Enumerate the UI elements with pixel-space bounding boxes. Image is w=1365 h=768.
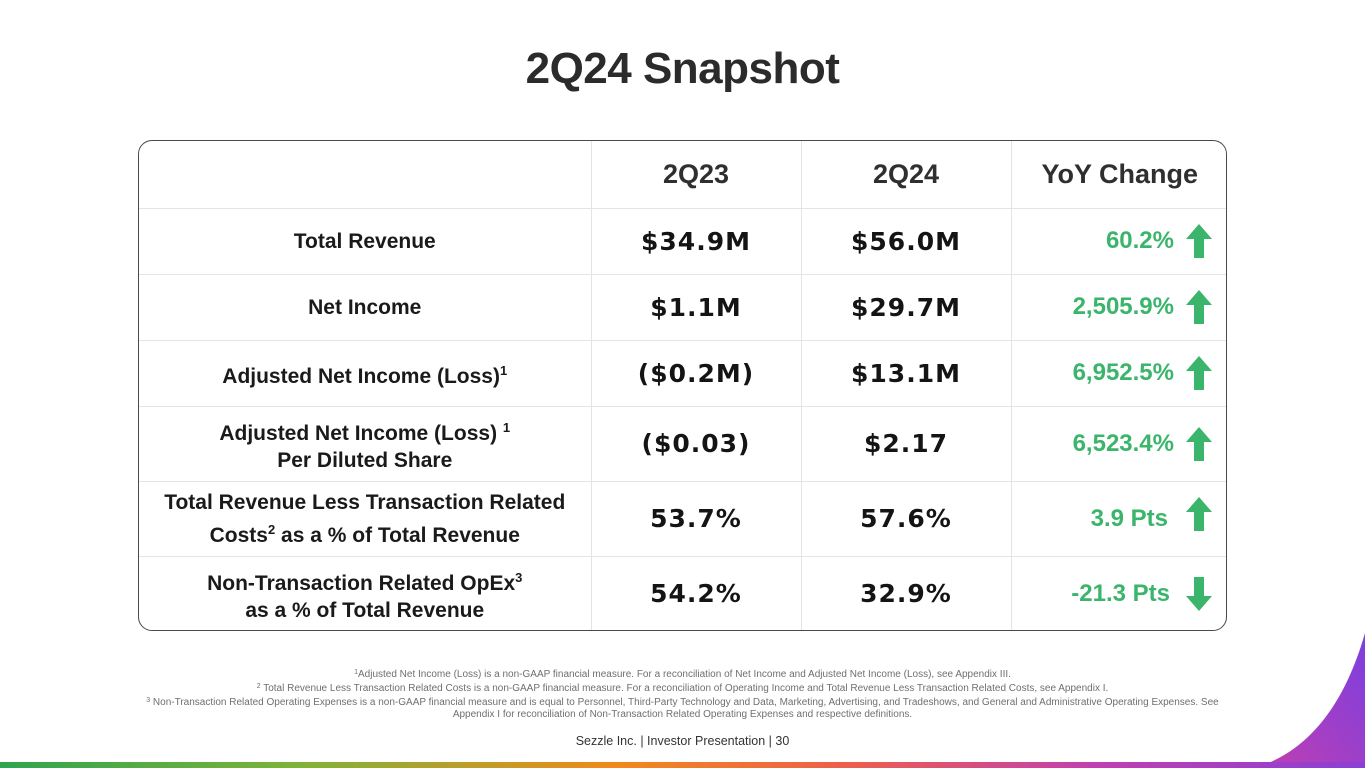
brand-gradient-bar bbox=[0, 762, 1365, 768]
table-row: Adjusted Net Income (Loss) 1 Per Diluted … bbox=[139, 406, 1226, 482]
cell-2q23: ($0.2M) bbox=[591, 340, 802, 407]
table-row: Net Income $1.1M $29.7M 2,505.9% bbox=[139, 274, 1226, 341]
table-row: Non-Transaction Related OpEx3 as a % of T… bbox=[139, 556, 1226, 630]
header-2q24: 2Q24 bbox=[801, 141, 1012, 209]
cell-2q24: $2.17 bbox=[801, 406, 1012, 482]
cell-2q24: 32.9% bbox=[801, 556, 1012, 630]
row-label: Adjusted Net Income (Loss) 1 Per Diluted … bbox=[139, 406, 592, 482]
table-row: Total Revenue $34.9M $56.0M 60.2% bbox=[139, 208, 1226, 275]
cell-2q23: 54.2% bbox=[591, 556, 802, 630]
arrow-up-icon bbox=[1186, 224, 1212, 258]
cell-yoy-change: 3.9 Pts bbox=[1011, 481, 1226, 557]
row-label: Adjusted Net Income (Loss)1 bbox=[139, 340, 592, 407]
cell-2q23: $1.1M bbox=[591, 274, 802, 341]
arrow-up-icon bbox=[1186, 497, 1212, 532]
footnote: 1Adjusted Net Income (Loss) is a non-GAA… bbox=[354, 669, 1011, 680]
cell-2q24: $29.7M bbox=[801, 274, 1012, 341]
page-title: 2Q24 Snapshot bbox=[525, 44, 840, 93]
header-2q23: 2Q23 bbox=[591, 141, 802, 209]
change-value: 3.9 Pts bbox=[1090, 504, 1168, 532]
change-value: 2,505.9% bbox=[1072, 293, 1174, 320]
cell-yoy-change: 6,952.5% bbox=[1011, 340, 1226, 407]
header-metric bbox=[139, 141, 592, 209]
cell-yoy-change: 60.2% bbox=[1011, 208, 1226, 275]
arrow-down-icon bbox=[1186, 576, 1212, 611]
cell-yoy-change: 2,505.9% bbox=[1011, 274, 1226, 341]
row-label: Total Revenue Less Transaction Related Co… bbox=[139, 481, 592, 557]
change-value: 60.2% bbox=[1105, 227, 1174, 254]
snapshot-table: 2Q23 2Q24 YoY Change Total Revenue $34.9… bbox=[138, 140, 1227, 631]
arrow-up-icon bbox=[1186, 426, 1212, 461]
change-value: 6,952.5% bbox=[1072, 359, 1174, 386]
cell-2q24: 57.6% bbox=[801, 481, 1012, 557]
cell-2q24: $13.1M bbox=[801, 340, 1012, 407]
row-label: Net Income bbox=[139, 274, 592, 341]
cell-2q23: ($0.03) bbox=[591, 406, 802, 482]
table-row: Total Revenue Less Transaction Related Co… bbox=[139, 481, 1226, 557]
page-footer: Sezzle Inc. | Investor Presentation | 30 bbox=[575, 734, 790, 748]
cell-2q23: $34.9M bbox=[591, 208, 802, 275]
table-header-row: 2Q23 2Q24 YoY Change bbox=[139, 141, 1226, 209]
change-value: 6,523.4% bbox=[1072, 429, 1174, 457]
corner-decoration bbox=[1255, 633, 1365, 768]
footnote: 2 Total Revenue Less Transaction Related… bbox=[256, 683, 1109, 694]
change-value: -21.3 Pts bbox=[1071, 579, 1170, 607]
row-label: Total Revenue bbox=[139, 208, 592, 275]
footnotes: 1Adjusted Net Income (Loss) is a non-GAA… bbox=[130, 667, 1235, 721]
cell-yoy-change: 6,523.4% bbox=[1011, 406, 1226, 482]
header-yoy-change: YoY Change bbox=[1011, 141, 1226, 209]
table-row: Adjusted Net Income (Loss)1 ($0.2M) $13.… bbox=[139, 340, 1226, 407]
footnote: 3 Non-Transaction Related Operating Expe… bbox=[146, 697, 1219, 720]
arrow-up-icon bbox=[1186, 290, 1212, 324]
arrow-up-icon bbox=[1186, 356, 1212, 390]
cell-yoy-change: -21.3 Pts bbox=[1011, 556, 1226, 630]
row-label: Non-Transaction Related OpEx3 as a % of T… bbox=[139, 556, 592, 630]
cell-2q24: $56.0M bbox=[801, 208, 1012, 275]
cell-2q23: 53.7% bbox=[591, 481, 802, 557]
